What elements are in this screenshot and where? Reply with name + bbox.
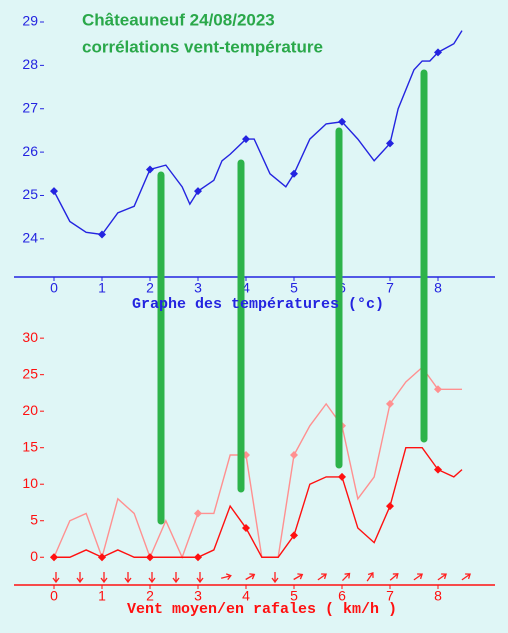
- x-tick-label: 5: [290, 588, 298, 604]
- data-point: [242, 135, 250, 144]
- y-tick-label: 28: [22, 56, 38, 72]
- chart-subtitle: corrélations vent-température: [82, 37, 323, 56]
- data-point: [146, 553, 154, 562]
- data-point: [338, 117, 346, 126]
- x-tick-label: 0: [50, 588, 58, 604]
- y-tick-label: 27: [22, 99, 38, 115]
- x-tick-label: 7: [386, 280, 394, 296]
- data-point: [434, 465, 442, 474]
- x-tick-label: 5: [290, 280, 298, 296]
- data-point: [98, 553, 106, 562]
- y-tick-label: 24: [22, 230, 38, 246]
- data-point: [50, 553, 58, 562]
- x-tick-label: 8: [434, 280, 442, 296]
- x-tick-label: 4: [242, 280, 250, 296]
- y-tick-label: 10: [22, 475, 38, 491]
- y-tick-label: 29: [22, 13, 38, 29]
- data-point: [338, 472, 346, 481]
- data-line: [54, 446, 463, 559]
- x-axis-label: Graphe des températures (°c): [132, 296, 384, 313]
- x-tick-label: 1: [98, 280, 106, 296]
- data-point: [290, 451, 298, 459]
- wind-direction-arrows: [52, 570, 473, 584]
- x-tick-label: 8: [434, 588, 442, 604]
- data-point: [194, 553, 202, 562]
- x-tick-label: 4: [242, 588, 250, 604]
- data-point: [146, 165, 154, 174]
- y-tick-label: 0: [30, 548, 38, 564]
- x-tick-label: 7: [386, 588, 394, 604]
- correlation-lines: [157, 69, 428, 525]
- data-point: [386, 502, 394, 511]
- data-point: [290, 531, 298, 540]
- x-tick-label: 3: [194, 280, 202, 296]
- data-point: [194, 187, 202, 196]
- data-point: [386, 139, 394, 148]
- y-tick-label: 30: [22, 329, 38, 345]
- x-tick-label: 2: [146, 280, 154, 296]
- chart-title: Châteauneuf 24/08/2023: [82, 10, 275, 29]
- y-tick-label: 20: [22, 402, 38, 418]
- y-tick-label: 26: [22, 143, 38, 159]
- y-tick-label: 5: [30, 511, 38, 527]
- data-line: [53, 30, 463, 236]
- data-line: [53, 366, 462, 560]
- data-point: [242, 524, 250, 533]
- x-tick-label: 2: [146, 588, 154, 604]
- y-tick-label: 15: [22, 438, 38, 454]
- y-tick-label: 25: [22, 186, 38, 202]
- data-point: [194, 509, 202, 518]
- data-point: [434, 48, 442, 57]
- x-tick-label: 6: [338, 588, 346, 604]
- data-point: [386, 399, 394, 408]
- x-tick-label: 1: [98, 588, 106, 604]
- x-axis-label: Vent moyen/en rafales ( km/h ): [127, 601, 397, 618]
- data-point: [290, 169, 298, 178]
- y-tick-label: 25: [22, 365, 38, 381]
- data-point: [50, 187, 58, 196]
- x-tick-label: 3: [194, 588, 202, 604]
- x-tick-label: 0: [50, 280, 58, 296]
- data-point: [434, 385, 442, 394]
- data-point: [98, 230, 106, 239]
